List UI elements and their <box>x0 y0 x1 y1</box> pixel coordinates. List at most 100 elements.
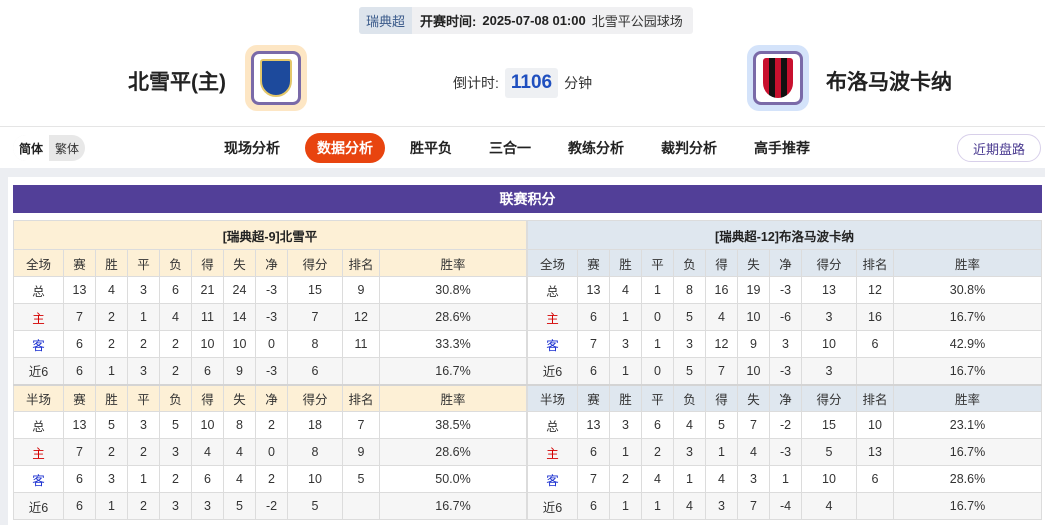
tab-6[interactable]: 高手推荐 <box>754 140 810 156</box>
cell: 0 <box>641 357 674 385</box>
cell: -3 <box>255 276 288 304</box>
column-header: 得 <box>191 383 224 412</box>
column-header: 排名 <box>856 249 894 277</box>
cell: 6 <box>577 438 610 466</box>
lang-simplified[interactable]: 简体 <box>13 135 50 161</box>
cell: 10 <box>191 411 224 439</box>
column-header: 净 <box>769 249 802 277</box>
nav-bar: 简体 繁体 现场分析 数据分析 胜平负 三合一 教练分析 裁判分析 高手推荐 近期盘路 <box>0 126 1045 168</box>
section-label: 半场 <box>13 383 64 412</box>
league-badge[interactable]: 瑞典超 <box>359 7 413 34</box>
cell: 3 <box>769 330 802 358</box>
table-row: 总 13 5 3 5 10 8 2 18 7 38.5% <box>13 411 527 439</box>
away-team-name[interactable]: 布洛马波卡纳 <box>826 71 952 94</box>
cell: 5 <box>673 303 706 331</box>
cell: 16.7% <box>893 357 1042 385</box>
column-header: 净 <box>255 383 288 412</box>
cell: 6 <box>63 357 96 385</box>
cell: 1 <box>705 438 738 466</box>
tab-5[interactable]: 裁判分析 <box>661 140 717 156</box>
cell <box>856 492 894 520</box>
cell: 28.6% <box>379 438 527 466</box>
cell: 1 <box>609 492 642 520</box>
table-row: 客 7 2 4 1 4 3 1 10 6 28.6% <box>527 465 1042 493</box>
cell: 6 <box>159 276 192 304</box>
column-header: 赛 <box>577 249 610 277</box>
home-team-logo[interactable] <box>245 45 307 111</box>
cell: -2 <box>769 411 802 439</box>
team-standing-header: [瑞典超-12]布洛马波卡纳 <box>527 220 1042 250</box>
tab-0[interactable]: 现场分析 <box>224 140 280 156</box>
row-label: 近6 <box>527 492 578 520</box>
lang-traditional[interactable]: 繁体 <box>55 141 80 156</box>
table-row: 近6 6 1 0 5 7 10 -3 3 16.7% <box>527 357 1042 385</box>
row-label: 总 <box>13 411 64 439</box>
cell: 8 <box>287 438 343 466</box>
row-label: 主 <box>13 303 64 331</box>
away-team-logo[interactable] <box>747 45 809 111</box>
cell: 3 <box>609 330 642 358</box>
cell: 16 <box>856 303 894 331</box>
cell: 3 <box>609 411 642 439</box>
cell: 8 <box>223 411 256 439</box>
cell: 16.7% <box>379 492 527 520</box>
column-header: 失 <box>223 249 256 277</box>
cell: 9 <box>737 330 770 358</box>
cell: 4 <box>95 276 128 304</box>
row-label: 近6 <box>527 357 578 385</box>
cell: 5 <box>95 411 128 439</box>
tab-1[interactable]: 数据分析 <box>305 133 385 163</box>
tab-4[interactable]: 教练分析 <box>568 140 624 156</box>
cell: 13 <box>801 276 857 304</box>
cell: 0 <box>641 303 674 331</box>
cell: 1 <box>769 465 802 493</box>
cell: 7 <box>737 492 770 520</box>
column-header: 胜率 <box>893 249 1042 277</box>
cell: 7 <box>577 465 610 493</box>
column-header: 负 <box>159 249 192 277</box>
cell: -6 <box>769 303 802 331</box>
cell: 6 <box>287 357 343 385</box>
cell: -3 <box>255 357 288 385</box>
row-label: 近6 <box>13 357 64 385</box>
column-header: 赛 <box>63 383 96 412</box>
cell: 4 <box>673 492 706 520</box>
recent-odds-button[interactable]: 近期盘路 <box>956 134 1041 162</box>
cell: 3 <box>159 438 192 466</box>
cell: 4 <box>191 438 224 466</box>
cell: 4 <box>159 303 192 331</box>
countdown-label: 倒计时: <box>453 75 499 91</box>
cell: 1 <box>95 357 128 385</box>
cell: 50.0% <box>379 465 527 493</box>
cell: 8 <box>287 330 343 358</box>
cell: 1 <box>127 303 160 331</box>
row-label: 主 <box>13 438 64 466</box>
cell: 15 <box>287 276 343 304</box>
cell: 6 <box>63 330 96 358</box>
cell: -3 <box>769 276 802 304</box>
cell: 10 <box>287 465 343 493</box>
cell: 4 <box>641 465 674 493</box>
cell: 19 <box>737 276 770 304</box>
tab-3[interactable]: 三合一 <box>489 140 531 156</box>
table-row: 客 6 3 1 2 6 4 2 10 5 50.0% <box>13 465 527 493</box>
cell: -4 <box>769 492 802 520</box>
cell: 12 <box>705 330 738 358</box>
cell: 1 <box>95 492 128 520</box>
home-team-name[interactable]: 北雪平(主) <box>128 71 226 94</box>
column-header: 胜 <box>609 383 642 412</box>
row-label: 主 <box>527 303 578 331</box>
column-header: 平 <box>127 249 160 277</box>
column-header-row: 半场赛胜平负得失净得分 排名 胜率 <box>527 383 1042 412</box>
tab-2[interactable]: 胜平负 <box>410 140 452 156</box>
table-row: 客 6 2 2 2 10 10 0 8 11 33.3% <box>13 330 527 358</box>
cell: 3 <box>673 330 706 358</box>
cell: 6 <box>577 492 610 520</box>
column-header: 得 <box>705 249 738 277</box>
cell: 4 <box>609 276 642 304</box>
cell: 5 <box>223 492 256 520</box>
cell: 4 <box>705 303 738 331</box>
cell: 10 <box>737 357 770 385</box>
row-label: 客 <box>13 465 64 493</box>
cell: 4 <box>801 492 857 520</box>
